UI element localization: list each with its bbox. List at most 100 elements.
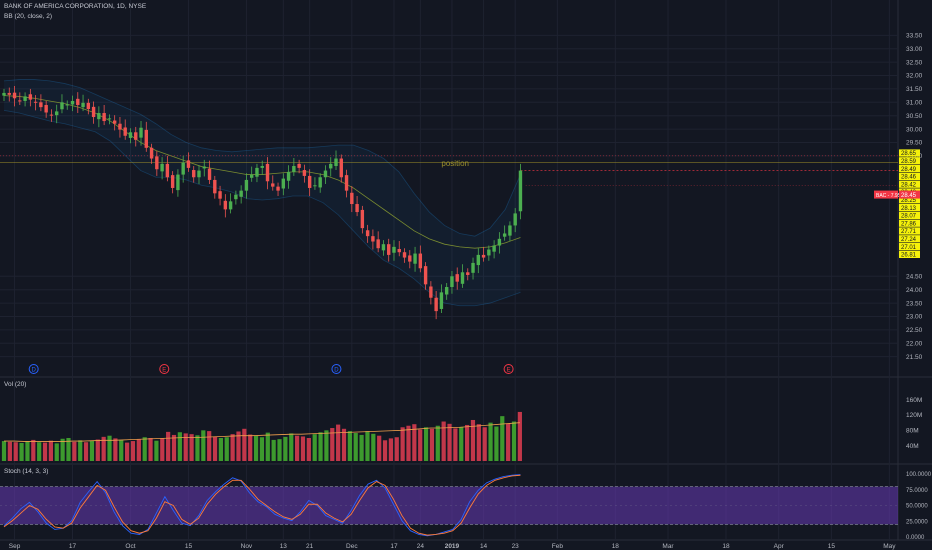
- volume-bar: [459, 426, 464, 461]
- stoch-axis-tick: 50.0000: [906, 504, 928, 510]
- candle-body: [313, 185, 317, 187]
- candle-body: [39, 102, 43, 108]
- yellow-price-label-bg: [899, 157, 920, 165]
- volume-bar: [347, 431, 352, 461]
- volume-bar: [48, 440, 53, 461]
- candle-body: [487, 249, 491, 256]
- price-axis-tick: 22.50: [906, 327, 923, 334]
- candle-body: [518, 170, 523, 212]
- volume-bar: [177, 432, 182, 461]
- candle-body: [70, 100, 75, 105]
- yellow-price-label-bg: [899, 180, 920, 188]
- volume-bar: [324, 430, 329, 461]
- volume-bar: [318, 432, 323, 461]
- candle-body: [207, 168, 212, 180]
- volume-bar: [289, 433, 294, 461]
- candle-body: [81, 102, 85, 108]
- volume-bar: [136, 439, 141, 461]
- candle-body: [23, 96, 27, 101]
- candle-body: [255, 167, 259, 177]
- event-marker-label: E: [162, 367, 166, 373]
- volume-bar: [470, 419, 476, 461]
- volume-bar: [166, 431, 171, 461]
- candle-body: [286, 171, 291, 181]
- volume-bar: [224, 437, 229, 461]
- volume-bar: [83, 442, 89, 461]
- volume-bar: [189, 434, 194, 461]
- bollinger-upper-line: [3, 79, 521, 237]
- yellow-price-label: 27.01: [901, 245, 917, 251]
- volume-bar: [341, 428, 347, 461]
- candle-body: [444, 287, 449, 295]
- volume-bar: [119, 439, 124, 461]
- yellow-price-label: 27.24: [901, 237, 917, 243]
- volume-bar: [336, 424, 341, 461]
- candle-body: [297, 163, 301, 168]
- candle-body: [33, 101, 38, 103]
- candle-body: [249, 174, 254, 178]
- candle-body: [7, 92, 11, 95]
- yellow-price-label-bg: [899, 211, 920, 219]
- volume-bar: [506, 423, 511, 461]
- volume-bar: [330, 428, 335, 461]
- time-axis-label: 17: [69, 543, 77, 550]
- bb-legend[interactable]: BB (20, close, 2): [4, 13, 53, 20]
- volume-bar: [125, 442, 130, 461]
- volume-bar: [283, 436, 288, 461]
- volume-bar: [142, 437, 147, 461]
- candle-body: [91, 106, 96, 118]
- price-tag-value: 28.45: [901, 193, 917, 199]
- candle-body: [423, 266, 428, 285]
- volume-bar: [412, 424, 417, 461]
- candle-body: [339, 158, 343, 178]
- candle-body: [239, 190, 243, 197]
- volume-axis-tick: 120M: [906, 412, 922, 419]
- candle-body: [228, 201, 233, 210]
- candle-body: [497, 238, 502, 246]
- stoch-legend[interactable]: Stoch (14, 3, 3): [4, 468, 49, 475]
- event-marker-label: D: [32, 367, 37, 373]
- candle-body: [144, 129, 148, 148]
- volume-bar: [195, 435, 200, 461]
- candle-body: [434, 297, 438, 312]
- price-axis-tick: 30.00: [906, 126, 923, 133]
- volume-bar: [72, 441, 77, 461]
- volume-bar: [517, 411, 522, 461]
- candle-body: [318, 177, 322, 188]
- candle-body: [155, 156, 159, 170]
- event-marker-dividend: [331, 364, 342, 374]
- volume-bar: [201, 430, 206, 461]
- candle-body: [55, 111, 59, 116]
- price-axis-tick: 32.50: [906, 59, 923, 66]
- volume-bar: [382, 440, 388, 461]
- candle-body: [139, 127, 143, 138]
- stoch-axis-tick: 100.0000: [906, 472, 932, 478]
- candle-body: [392, 246, 396, 253]
- price-axis-tick: 33.00: [906, 46, 923, 53]
- candle-body: [128, 132, 133, 138]
- volume-legend[interactable]: Vol (20): [4, 381, 27, 388]
- price-axis-tick: 23.00: [906, 314, 923, 321]
- volume-bar: [453, 428, 458, 461]
- time-axis-label: May: [883, 543, 896, 550]
- volume-bar: [66, 438, 71, 461]
- candle-body: [218, 191, 222, 199]
- volume-bar: [60, 438, 65, 461]
- candle-body: [355, 204, 359, 213]
- time-axis-label: Sep: [9, 543, 21, 550]
- candle-body: [65, 104, 69, 106]
- candle-body: [265, 163, 270, 182]
- price-axis-tick: 21.50: [906, 354, 923, 361]
- volume-bar: [312, 434, 317, 461]
- volume-bar: [37, 442, 42, 461]
- yellow-price-label: 28.07: [901, 214, 917, 220]
- volume-bar: [160, 438, 165, 461]
- volume-bar: [429, 428, 435, 461]
- candle-body: [292, 166, 296, 172]
- volume-bar: [488, 422, 493, 461]
- yellow-price-label: 28.49: [901, 167, 917, 173]
- volume-bar: [271, 439, 276, 461]
- candle-body: [376, 239, 380, 249]
- candle-body: [360, 209, 365, 229]
